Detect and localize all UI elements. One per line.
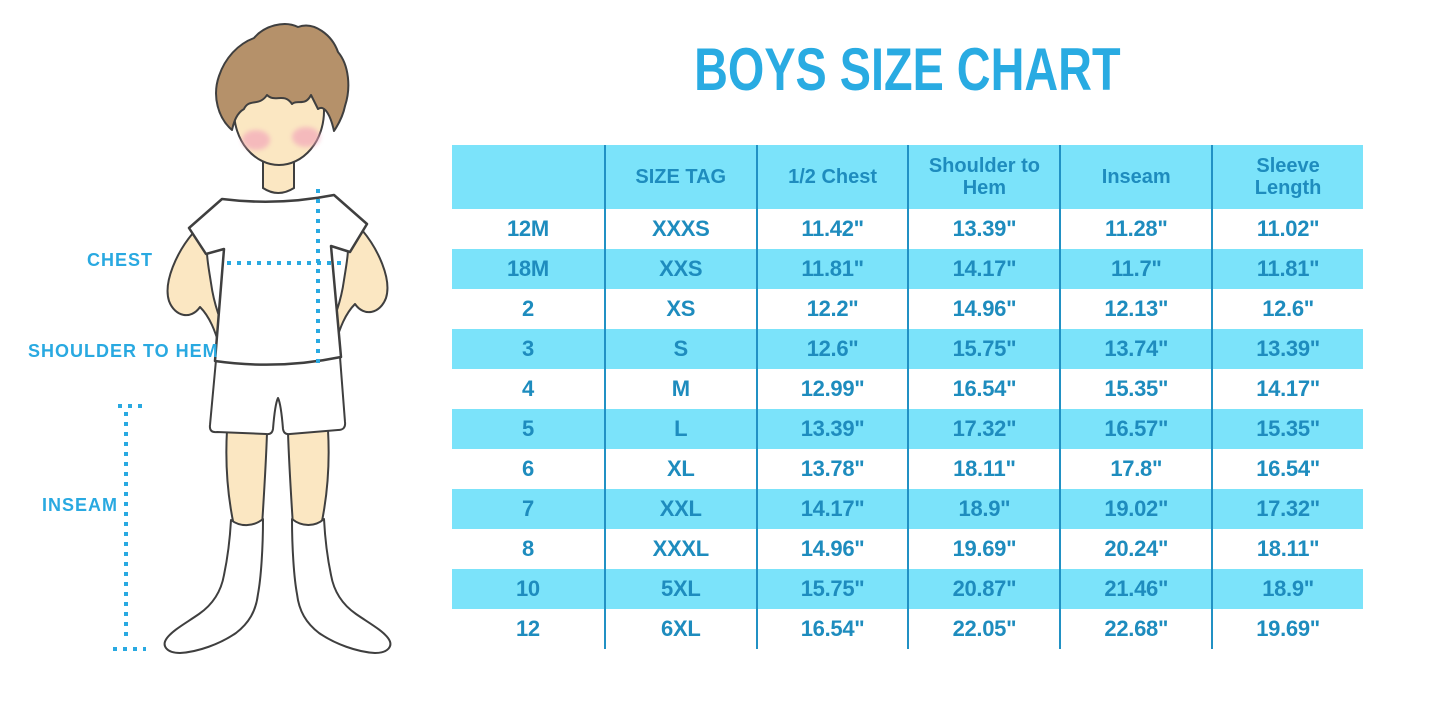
header-cell-half-chest: 1/2 Chest bbox=[755, 145, 908, 209]
hair-shape bbox=[215, 23, 350, 132]
measurement-cell: 14.17" bbox=[755, 489, 908, 529]
measurement-cell: 12.99" bbox=[755, 369, 908, 409]
measurement-cell: 22.68" bbox=[1059, 609, 1211, 649]
measurement-cell: XXL bbox=[603, 489, 756, 529]
size-cell: 7 bbox=[452, 489, 604, 529]
measurement-cell: 13.39" bbox=[1211, 329, 1363, 369]
size-cell: 5 bbox=[452, 409, 604, 449]
leg-left bbox=[225, 428, 269, 527]
measurement-cell: 11.28" bbox=[1059, 209, 1211, 249]
size-cell: 4 bbox=[521, 376, 534, 401]
measurement-cell: L bbox=[603, 409, 756, 449]
measurement-cell: 12.6" bbox=[755, 329, 908, 369]
measurement-cell: 14.17" bbox=[907, 249, 1060, 289]
measurement-cell: 17.8" bbox=[1059, 449, 1211, 489]
size-cell: 18M bbox=[452, 249, 604, 289]
size-cell: 12M bbox=[506, 216, 549, 241]
page-title: BOYS SIZE CHART bbox=[452, 38, 1363, 102]
shoulder-to-hem-label: SHOULDER TO HEM bbox=[28, 341, 219, 361]
shorts-shape bbox=[208, 356, 347, 436]
size-table: SIZE TAG 1/2 Chest Shoulder to Hem Insea… bbox=[452, 145, 1363, 649]
measurement-cell: 14.96" bbox=[907, 289, 1059, 329]
measurement-cell: 22.05" bbox=[907, 609, 1059, 649]
measurement-cell: 17.32" bbox=[907, 409, 1060, 449]
measurement-cell: 15.35" bbox=[1211, 409, 1363, 449]
size-cell: 12 bbox=[515, 616, 540, 641]
inseam-label: INSEAM bbox=[42, 495, 119, 515]
sock-right bbox=[291, 518, 392, 654]
measurement-cell: XXXS bbox=[603, 209, 756, 249]
cheek-left bbox=[242, 130, 270, 150]
measurement-cell: 11.7" bbox=[1059, 249, 1212, 289]
measurement-cell: 21.46" bbox=[1059, 569, 1212, 609]
header-cell-size-tag: SIZE TAG bbox=[603, 145, 756, 209]
measurement-cell: 15.75" bbox=[907, 329, 1060, 369]
header-cell-shoulder-hem: Shoulder to Hem bbox=[907, 145, 1060, 209]
header-cell-inseam: Inseam bbox=[1059, 145, 1212, 209]
measurement-cell: 6XL bbox=[603, 609, 756, 649]
size-cell: 3 bbox=[452, 329, 604, 369]
boy-illustration bbox=[113, 23, 392, 654]
measurement-cell: M bbox=[603, 369, 756, 409]
measurement-cell: 13.74" bbox=[1059, 329, 1212, 369]
measurement-cell: 11.02" bbox=[1211, 209, 1363, 249]
measurement-cell: 15.75" bbox=[755, 569, 908, 609]
measurement-cell: 13.39" bbox=[907, 209, 1059, 249]
measurement-cell: 12.2" bbox=[755, 289, 908, 329]
measurement-cell: 11.81" bbox=[1211, 249, 1363, 289]
measurement-cell: XXXL bbox=[603, 529, 756, 569]
measurement-cell: 19.69" bbox=[1211, 609, 1363, 649]
size-cell: 6 bbox=[521, 456, 534, 481]
measurement-cell: 11.81" bbox=[755, 249, 908, 289]
measurement-cell: 15.35" bbox=[1059, 369, 1211, 409]
measurement-cell: XL bbox=[603, 449, 756, 489]
measurement-cell: 5XL bbox=[603, 569, 756, 609]
header-cell-sleeve-length: Sleeve Length bbox=[1211, 145, 1363, 209]
measurement-cell: XXS bbox=[603, 249, 756, 289]
measurement-cell: XS bbox=[603, 289, 756, 329]
measurement-cell: 14.17" bbox=[1211, 369, 1363, 409]
measurement-cell: 16.54" bbox=[1211, 449, 1363, 489]
measurement-cell: 16.57" bbox=[1059, 409, 1212, 449]
header-cell-size bbox=[452, 145, 604, 209]
cheek-right bbox=[292, 127, 320, 147]
measurement-cell: 19.69" bbox=[907, 529, 1059, 569]
measurement-cell: 20.24" bbox=[1059, 529, 1211, 569]
tshirt-shape bbox=[187, 193, 369, 366]
measurement-cell: 16.54" bbox=[755, 609, 908, 649]
measurement-cell: 17.32" bbox=[1211, 489, 1363, 529]
measurement-cell: 20.87" bbox=[907, 569, 1060, 609]
measurement-cell: 16.54" bbox=[907, 369, 1059, 409]
page-title-text: BOYS SIZE CHART bbox=[694, 36, 1121, 103]
measurement-cell: S bbox=[603, 329, 756, 369]
measurement-cell: 14.96" bbox=[755, 529, 908, 569]
leg-right bbox=[286, 428, 330, 527]
sock-left bbox=[163, 518, 264, 654]
measurement-cell: 13.39" bbox=[755, 409, 908, 449]
measurement-cell: 12.13" bbox=[1059, 289, 1211, 329]
size-cell: 10 bbox=[452, 569, 604, 609]
measurement-cell: 18.11" bbox=[907, 449, 1059, 489]
measurement-cell: 13.78" bbox=[755, 449, 908, 489]
size-cell: 2 bbox=[521, 296, 534, 321]
measurement-cell: 18.9" bbox=[907, 489, 1060, 529]
measurement-cell: 19.02" bbox=[1059, 489, 1212, 529]
size-cell: 8 bbox=[521, 536, 534, 561]
chest-label: CHEST bbox=[87, 250, 154, 270]
measurement-cell: 12.6" bbox=[1211, 289, 1363, 329]
measurement-cell: 11.42" bbox=[755, 209, 908, 249]
measurement-cell: 18.9" bbox=[1211, 569, 1363, 609]
measurement-cell: 18.11" bbox=[1211, 529, 1363, 569]
